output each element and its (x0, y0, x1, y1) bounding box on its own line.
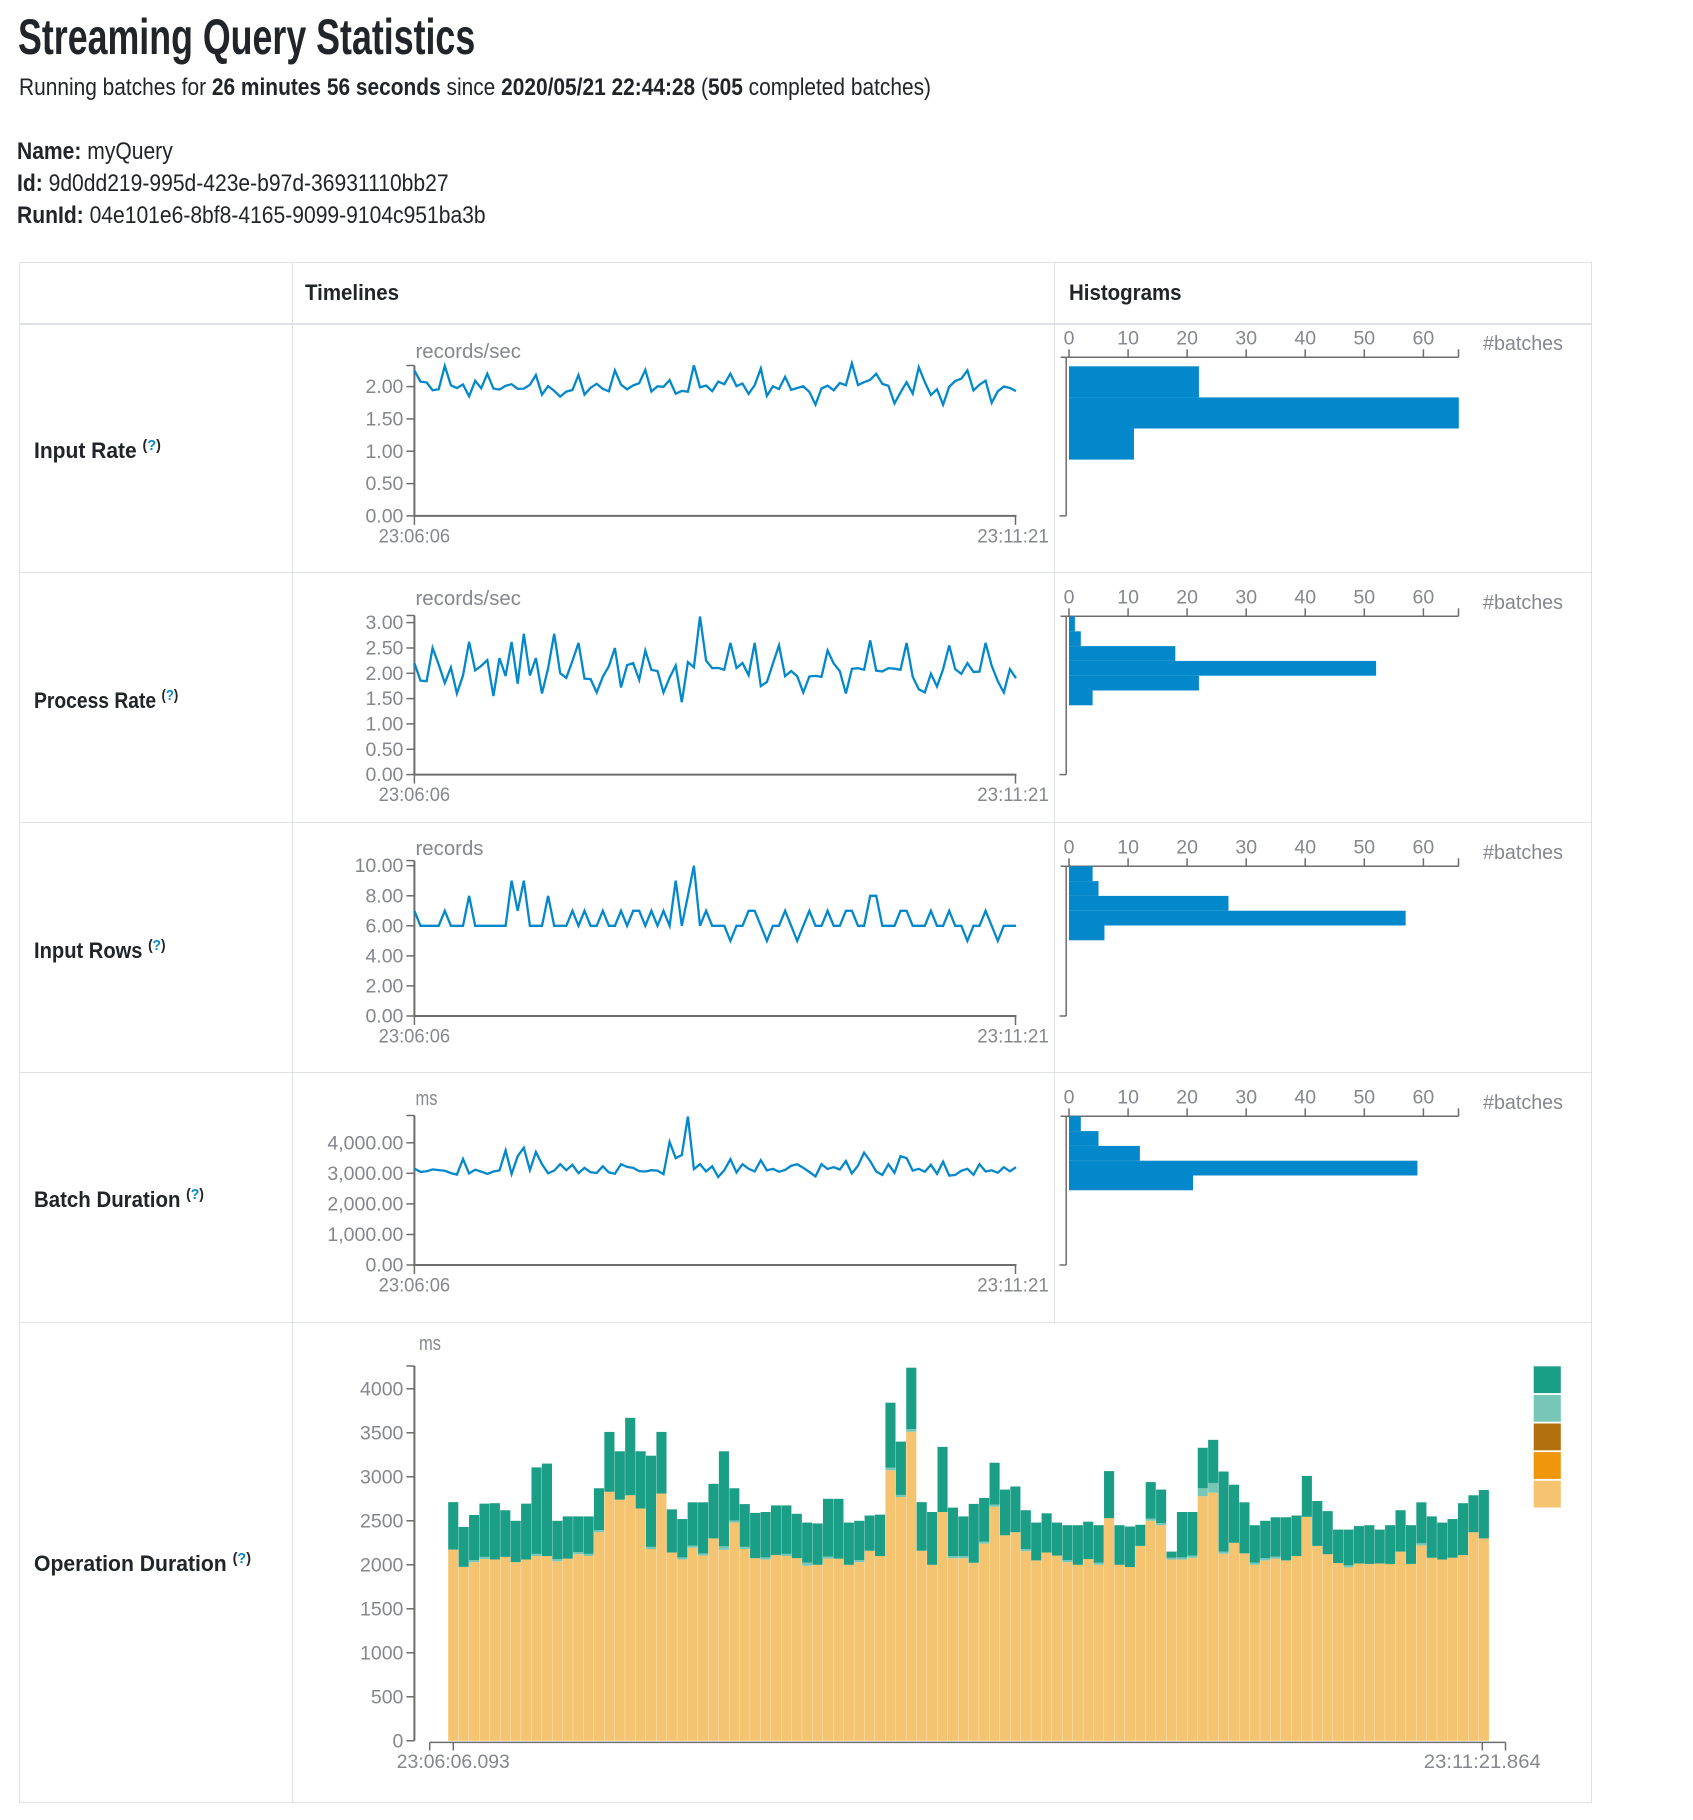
svg-text:#batches: #batches (1483, 591, 1563, 614)
svg-text:ms: ms (419, 1332, 441, 1355)
svg-text:23:11:21.864: 23:11:21.864 (1424, 1751, 1541, 1773)
svg-text:0: 0 (1064, 836, 1075, 858)
svg-text:23:06:06: 23:06:06 (379, 784, 451, 806)
svg-text:30: 30 (1235, 1086, 1257, 1108)
svg-text:23:06:06: 23:06:06 (379, 1026, 451, 1048)
svg-text:1.00: 1.00 (365, 713, 403, 735)
svg-text:3,000.00: 3,000.00 (327, 1163, 403, 1185)
svg-text:#batches: #batches (1483, 1091, 1563, 1114)
svg-text:0.00: 0.00 (365, 1255, 403, 1277)
svg-text:3500: 3500 (360, 1422, 404, 1444)
svg-text:2500: 2500 (360, 1510, 404, 1532)
svg-text:1500: 1500 (360, 1598, 404, 1620)
svg-text:23:11:21: 23:11:21 (977, 784, 1049, 806)
svg-text:records/sec: records/sec (416, 340, 522, 363)
svg-text:records/sec: records/sec (416, 587, 522, 610)
svg-text:50: 50 (1353, 327, 1375, 349)
svg-text:30: 30 (1235, 836, 1257, 858)
svg-text:40: 40 (1294, 836, 1316, 858)
svg-text:1.50: 1.50 (365, 688, 403, 710)
svg-text:23:06:06: 23:06:06 (379, 1275, 451, 1297)
svg-text:23:11:21: 23:11:21 (977, 1275, 1049, 1297)
svg-text:23:11:21: 23:11:21 (977, 525, 1049, 547)
svg-text:0: 0 (1064, 586, 1075, 608)
svg-text:0: 0 (1064, 1086, 1075, 1108)
svg-text:500: 500 (371, 1686, 404, 1708)
svg-text:20: 20 (1176, 586, 1198, 608)
svg-text:2.00: 2.00 (365, 975, 403, 997)
svg-text:60: 60 (1413, 586, 1435, 608)
svg-text:10: 10 (1117, 327, 1139, 349)
svg-text:20: 20 (1176, 836, 1198, 858)
svg-text:30: 30 (1235, 586, 1257, 608)
svg-text:1000: 1000 (360, 1642, 404, 1664)
svg-text:0.00: 0.00 (365, 764, 403, 786)
svg-text:23:06:06.093: 23:06:06.093 (397, 1751, 510, 1773)
svg-text:0.00: 0.00 (365, 1006, 403, 1028)
svg-text:2,000.00: 2,000.00 (327, 1193, 403, 1215)
svg-text:50: 50 (1353, 586, 1375, 608)
svg-text:records: records (416, 837, 484, 860)
svg-text:50: 50 (1353, 836, 1375, 858)
svg-text:10.00: 10.00 (355, 855, 404, 877)
svg-text:60: 60 (1413, 1086, 1435, 1108)
svg-text:0.00: 0.00 (365, 505, 403, 527)
svg-text:4000: 4000 (360, 1378, 404, 1400)
svg-text:40: 40 (1294, 327, 1316, 349)
svg-text:3.00: 3.00 (365, 612, 403, 634)
svg-text:2.00: 2.00 (365, 376, 403, 398)
svg-text:0: 0 (1064, 327, 1075, 349)
svg-text:#batches: #batches (1483, 332, 1563, 355)
svg-text:0: 0 (393, 1730, 404, 1752)
svg-text:ms: ms (416, 1087, 438, 1110)
svg-text:40: 40 (1294, 586, 1316, 608)
svg-text:10: 10 (1117, 1086, 1139, 1108)
svg-text:2.00: 2.00 (365, 663, 403, 685)
svg-text:1.00: 1.00 (365, 441, 403, 463)
svg-text:0.50: 0.50 (365, 739, 403, 761)
svg-text:20: 20 (1176, 1086, 1198, 1108)
svg-text:23:06:06: 23:06:06 (379, 525, 451, 547)
svg-text:#batches: #batches (1483, 841, 1563, 864)
svg-text:50: 50 (1353, 1086, 1375, 1108)
svg-text:4,000.00: 4,000.00 (327, 1132, 403, 1154)
svg-text:10: 10 (1117, 586, 1139, 608)
svg-text:40: 40 (1294, 1086, 1316, 1108)
svg-text:20: 20 (1176, 327, 1198, 349)
svg-text:23:11:21: 23:11:21 (977, 1026, 1049, 1048)
svg-text:60: 60 (1413, 327, 1435, 349)
svg-text:1,000.00: 1,000.00 (327, 1224, 403, 1246)
svg-text:2000: 2000 (360, 1554, 404, 1576)
svg-text:4.00: 4.00 (365, 945, 403, 967)
svg-text:0.50: 0.50 (365, 473, 403, 495)
svg-text:3000: 3000 (360, 1466, 404, 1488)
svg-text:30: 30 (1235, 327, 1257, 349)
svg-text:10: 10 (1117, 836, 1139, 858)
svg-text:8.00: 8.00 (365, 885, 403, 907)
svg-text:2.50: 2.50 (365, 638, 403, 660)
svg-text:6.00: 6.00 (365, 915, 403, 937)
svg-text:60: 60 (1413, 836, 1435, 858)
svg-text:1.50: 1.50 (365, 408, 403, 430)
